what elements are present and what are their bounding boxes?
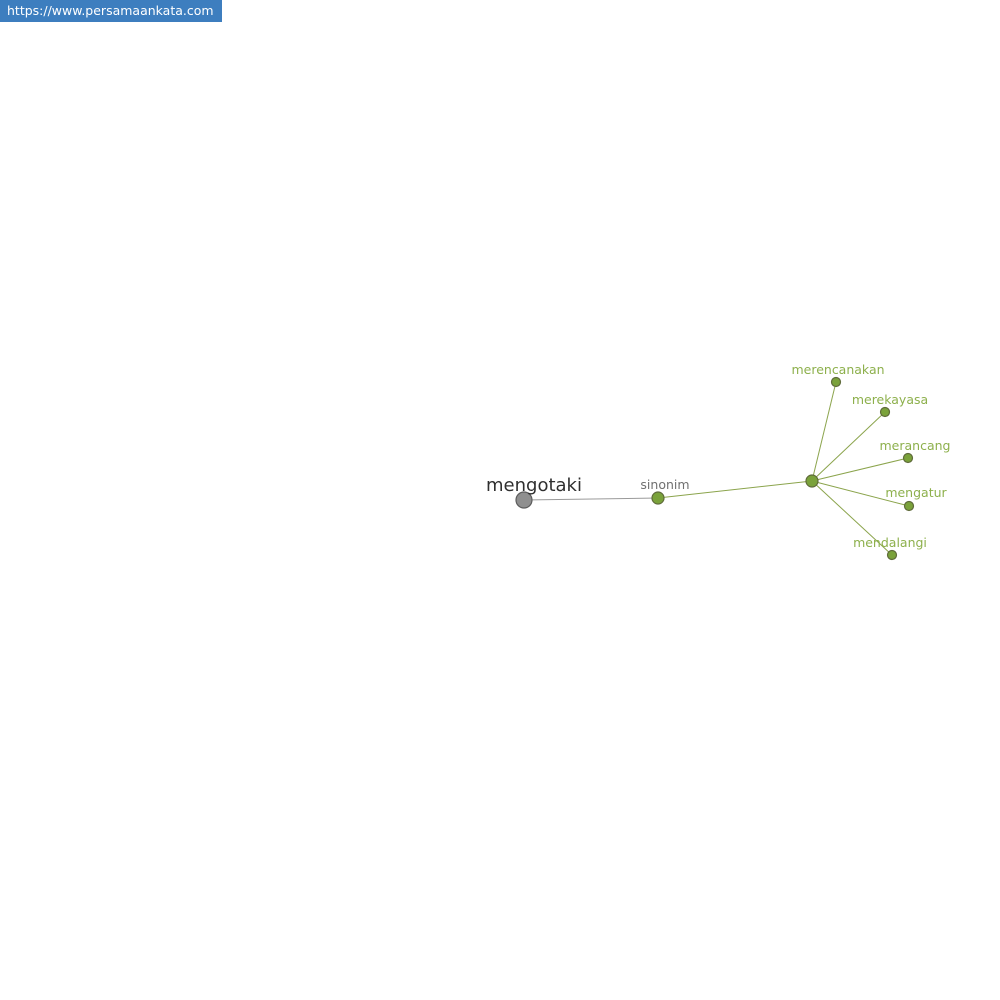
graph-node-merancang[interactable] <box>902 452 914 464</box>
graph-node-label-sinonim[interactable]: sinonim <box>640 477 689 492</box>
graph-edge-hub-merancang <box>811 457 909 482</box>
graph-node-mengotaki[interactable] <box>515 491 533 509</box>
graph-edge-hub-mengatur <box>811 480 910 507</box>
graph-edge-hub-merencanakan <box>811 381 837 482</box>
graph-node-merencanakan[interactable] <box>830 376 842 388</box>
graph-node-mendalangi[interactable] <box>886 549 898 561</box>
graph-edge-hub-mendalangi <box>811 480 893 556</box>
graph-node-label-mengotaki: mengotaki <box>486 475 582 496</box>
graph-edge-hub-merekayasa <box>811 411 886 482</box>
graph-node-label-mengatur[interactable]: mengatur <box>885 485 947 500</box>
graph-node-merekayasa[interactable] <box>879 406 891 418</box>
graph-node-sinonim[interactable] <box>651 491 665 505</box>
graph-edge-sinonim-hub <box>657 480 813 499</box>
graph-node-label-merencanakan[interactable]: merencanakan <box>791 362 884 377</box>
site-url-watermark: https://www.persamaankata.com <box>0 0 222 22</box>
graph-edge-mengotaki-sinonim <box>523 497 659 501</box>
graph-node-hub <box>805 474 819 488</box>
graph-node-mengatur[interactable] <box>903 500 915 512</box>
graph-node-label-mendalangi[interactable]: mendalangi <box>853 535 927 550</box>
graph-node-label-merekayasa[interactable]: merekayasa <box>852 392 928 407</box>
graph-node-label-merancang[interactable]: merancang <box>880 438 951 453</box>
